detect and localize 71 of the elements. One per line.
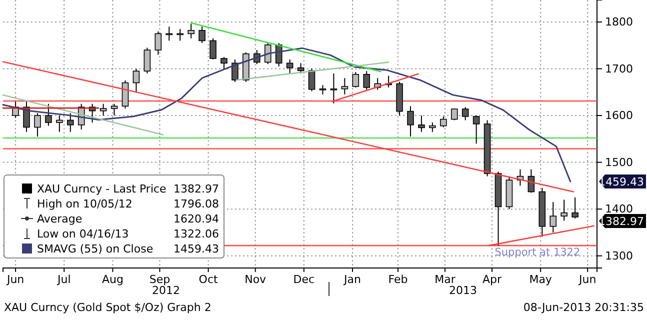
- candlestick: [550, 202, 557, 233]
- candlestick: [45, 103, 52, 126]
- annotation: 1382.97: [174, 182, 219, 196]
- y-tick-label: 1800: [605, 16, 633, 29]
- candlestick: [232, 58, 238, 82]
- candlestick: [429, 122, 436, 132]
- candlestick: [144, 47, 151, 74]
- x-tick-label: Mar: [434, 272, 456, 286]
- text: XAU Curncy (Gold Spot $/Oz) Graph 2: [4, 301, 212, 314]
- candlestick: [66, 112, 74, 132]
- candlestick: [220, 56, 228, 70]
- candlestick: [319, 84, 326, 95]
- y-tick-label: 1600: [605, 109, 633, 122]
- candlestick: [308, 68, 316, 92]
- y-tick-label: 1300: [605, 249, 633, 262]
- text: XAU Curncy - Last Price: [37, 182, 166, 196]
- candlestick: [264, 42, 272, 65]
- candlestick: [572, 196, 578, 219]
- annotation: 1796.08: [174, 198, 219, 210]
- candlestick: [330, 72, 338, 104]
- x-tick-label: Nov: [244, 272, 267, 286]
- x-tick-label: Oct: [198, 272, 219, 286]
- x-tick-label: Dec: [293, 272, 315, 286]
- candlestick: [56, 115, 63, 132]
- text: 2012: [152, 284, 180, 297]
- candlestick: [100, 103, 107, 116]
- x-tick-label: Jun: [6, 272, 24, 286]
- text: 2013: [448, 284, 477, 297]
- candlestick: [560, 199, 568, 222]
- candlestick: [198, 26, 206, 44]
- annotation: 1322.06: [174, 228, 219, 240]
- candlestick: [363, 70, 370, 90]
- candlestick: [34, 112, 41, 138]
- candlestick: [122, 80, 129, 110]
- x-tick-label: Aug: [102, 272, 124, 286]
- y-tick-label: 1700: [605, 62, 633, 76]
- candlestick: [166, 26, 173, 42]
- x-tick-label: May: [529, 272, 552, 286]
- annotation: Low on 04/16/13: [37, 228, 129, 240]
- annotation: 1620.94: [174, 212, 219, 226]
- text: 08-Jun-2013 20:31:35: [523, 301, 644, 314]
- candlestick: [341, 78, 348, 95]
- candlestick: [352, 72, 360, 88]
- candlestick: [286, 58, 294, 74]
- ref-line-label: Support at 1322: [494, 246, 580, 259]
- line-series: [2, 47, 572, 182]
- candlestick: [110, 103, 118, 116]
- x-tick-label: Apr: [482, 272, 502, 286]
- x-tick-label: Jan: [343, 272, 362, 286]
- x-tick-label: Jul: [56, 272, 71, 286]
- annotation: 1459.43: [174, 242, 219, 256]
- annotation: High on 10/05/12: [37, 198, 132, 210]
- candlestick: [210, 38, 216, 60]
- x-tick-label: Feb: [388, 272, 408, 286]
- candlestick: [176, 28, 184, 42]
- candlestick: [440, 116, 447, 128]
- candlestick: [418, 115, 425, 132]
- candlestick: [407, 106, 414, 138]
- x-tick-label: Jun: [578, 272, 596, 286]
- annotation: Average: [37, 212, 82, 226]
- candlestick: [132, 68, 140, 93]
- candlestick: [188, 23, 194, 39]
- candlestick: [472, 115, 480, 144]
- legend-label: SMAVG (55) on Close: [37, 242, 154, 256]
- candlestick: [450, 108, 458, 121]
- x-tick-label: Sep: [149, 272, 170, 286]
- y-tick-label: 1400: [605, 202, 633, 216]
- y-tick-label: 1500: [605, 156, 633, 169]
- candlestick: [297, 62, 304, 74]
- candlestick: [462, 106, 469, 121]
- candlestick: [154, 30, 162, 56]
